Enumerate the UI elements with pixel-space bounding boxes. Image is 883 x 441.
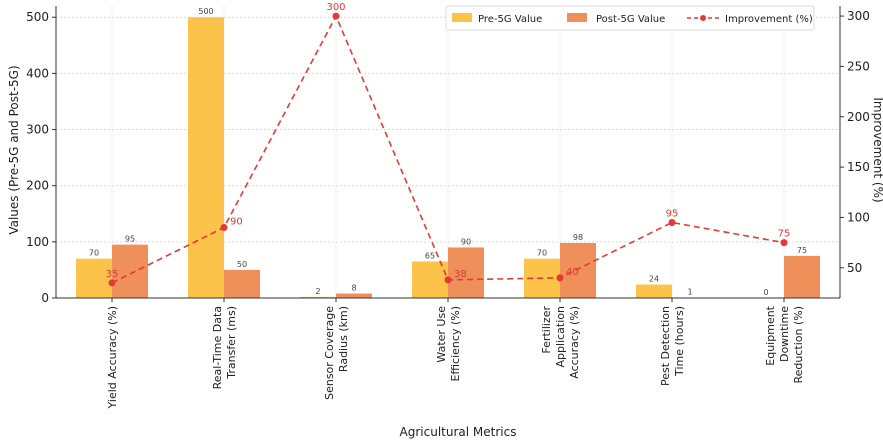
bar-post5g [336, 293, 372, 298]
bar-pre5g [412, 261, 448, 298]
bar-pre5g [300, 296, 336, 298]
bar-label-post5g: 8 [351, 284, 356, 293]
improvement-point [332, 12, 340, 20]
bar-label-post5g: 50 [237, 260, 247, 269]
left-tick-label: 200 [26, 179, 49, 193]
bar-post5g [784, 255, 820, 298]
legend-label-pre5g: Pre-5G Value [478, 14, 542, 25]
improvement-label: 40 [566, 267, 579, 278]
bar-label-post5g: 98 [573, 233, 583, 242]
legend-frame [445, 5, 815, 31]
y-axis-title-left: Values (Pre-5G and Post-5G) [7, 65, 21, 234]
improvement-label: 35 [106, 269, 119, 280]
category-label: Water Use Efficiency (%) [435, 306, 462, 382]
improvement-label: 300 [326, 2, 345, 13]
category-label-line: Efficiency (%) [449, 306, 462, 382]
left-tick-label: 100 [26, 235, 49, 249]
category-label: Fertilizer Application Accuracy (%) [540, 306, 581, 379]
right-axis-ticks: 50 100 150 200 250 300 [840, 9, 870, 275]
category-label: Yield Accuracy (%) [106, 306, 119, 409]
bar-post5g [112, 244, 148, 298]
category-label: Real-Time Data Transfer (ms) [211, 306, 238, 389]
legend-swatch-post5g [567, 13, 587, 22]
bar-label-pre5g: 2 [315, 287, 320, 296]
improvement-point [556, 274, 564, 282]
category-label-line: Pest Detection [659, 306, 672, 386]
bar-post5g [560, 242, 596, 298]
category-label-line: Water Use [435, 306, 448, 363]
legend-swatch-pre5g [452, 13, 472, 22]
improvement-line-series: 35 90 300 38 40 95 75 [106, 2, 791, 287]
category-label-line: Time (hours) [673, 306, 686, 377]
bar-label-pre5g: 70 [537, 249, 547, 258]
improvement-point [444, 276, 452, 284]
category-label-line: Equipment [764, 305, 777, 365]
improvement-point [668, 218, 676, 226]
bar-post5g [224, 269, 260, 298]
improvement-point [780, 239, 788, 247]
category-label-line: Sensor Coverage [323, 306, 336, 400]
right-tick-label: 250 [847, 59, 870, 73]
y-axis-title-right: Improvement (%) [871, 97, 883, 202]
bar-label-pre5g: 70 [89, 249, 99, 258]
improvement-label: 95 [666, 208, 679, 219]
legend-label-post5g: Post-5G Value [596, 14, 665, 25]
bar-label-post5g: 1 [687, 287, 692, 296]
category-label-line: Real-Time Data [211, 306, 224, 389]
bar-label-pre5g: 65 [425, 252, 435, 261]
bars [76, 17, 820, 298]
category-label-line: Transfer (ms) [225, 306, 238, 380]
left-tick-label: 300 [26, 123, 49, 137]
category-label-line: Radius (km) [337, 306, 350, 372]
category-label-line: Reduction (%) [792, 306, 805, 384]
bar-labels: 70 500 2 65 70 24 0 95 50 8 90 98 1 75 [89, 7, 807, 297]
right-tick-label: 50 [847, 261, 862, 275]
right-tick-label: 100 [847, 210, 870, 224]
improvement-point [108, 279, 116, 287]
right-tick-label: 150 [847, 160, 870, 174]
category-label: Sensor Coverage Radius (km) [323, 306, 350, 400]
bar-pre5g [188, 17, 224, 298]
improvement-point [220, 224, 228, 232]
bar-label-post5g: 95 [125, 235, 135, 244]
right-tick-label: 200 [847, 110, 870, 124]
legend-label-improvement: Improvement (%) [725, 14, 813, 25]
bar-pre5g [636, 284, 672, 298]
improvement-label: 90 [230, 217, 243, 228]
right-tick-label: 300 [847, 9, 870, 23]
category-label-line: Downtime [778, 306, 791, 362]
bar-label-post5g: 75 [797, 246, 807, 255]
left-axis-ticks: 0 100 200 300 400 500 [26, 10, 56, 305]
x-axis-title: Agricultural Metrics [400, 425, 517, 439]
bar-label-pre5g: 500 [198, 7, 213, 16]
bar-label-pre5g: 0 [763, 288, 768, 297]
category-label-line: Yield Accuracy (%) [106, 306, 119, 409]
left-tick-label: 400 [26, 66, 49, 80]
left-tick-label: 500 [26, 10, 49, 24]
bar-post5g [448, 247, 484, 298]
improvement-label: 75 [778, 229, 791, 240]
bar-label-pre5g: 24 [649, 275, 659, 284]
category-label-line: Accuracy (%) [568, 306, 581, 379]
category-label: Pest Detection Time (hours) [659, 306, 686, 386]
bar-pre5g [76, 258, 112, 298]
category-label-line: Application [554, 306, 567, 367]
bar-label-post5g: 90 [461, 237, 471, 246]
category-labels: Yield Accuracy (%) Real-Time Data Transfer… [106, 298, 805, 409]
improvement-label: 38 [454, 269, 467, 280]
category-label-line: Fertilizer [540, 306, 553, 354]
category-label: Equipment Downtime Reduction (%) [764, 305, 805, 383]
left-tick-label: 0 [41, 291, 49, 305]
legend-swatch-improvement-marker [700, 15, 706, 21]
legend: Pre-5G Value Post-5G Value Improvement (… [445, 5, 815, 31]
